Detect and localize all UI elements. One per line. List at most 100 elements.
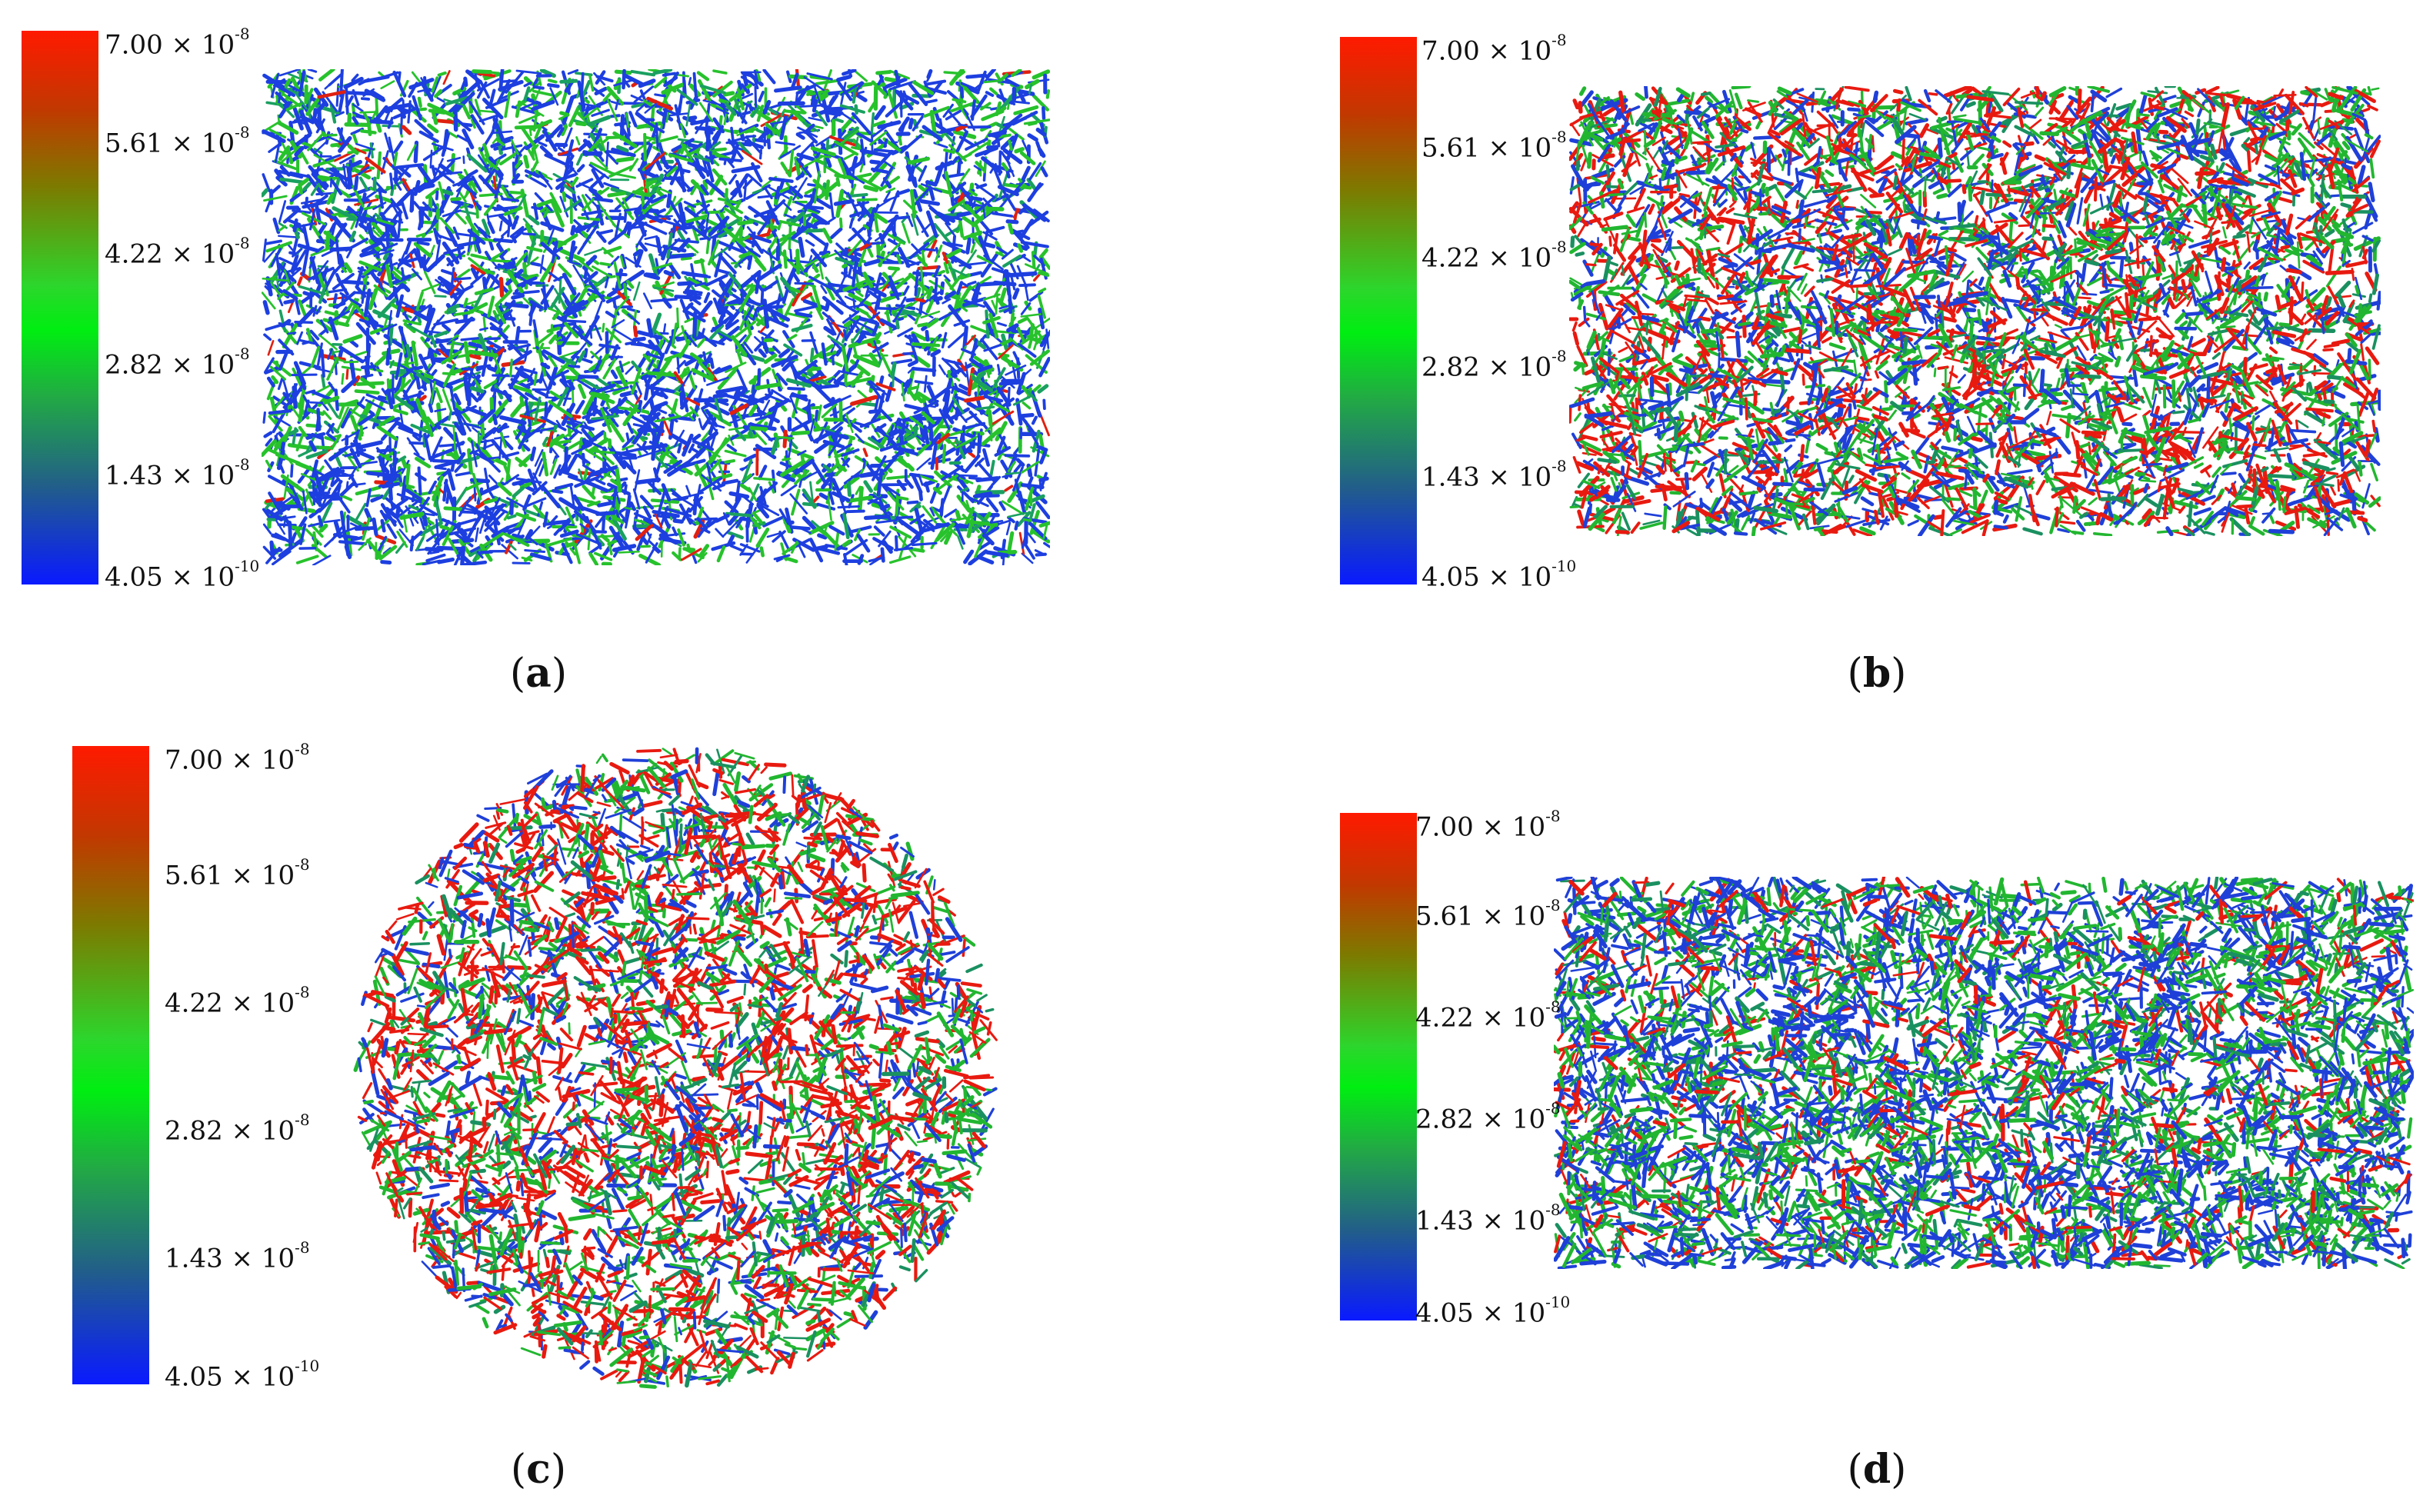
pore-throat-segment [358, 537, 372, 551]
pore-throat-segment [771, 186, 790, 196]
pore-throat-segment [623, 211, 628, 223]
pore-throat-segment [677, 528, 685, 547]
pore-throat-segment [463, 375, 470, 401]
pore-throat-segment [325, 422, 335, 435]
pore-throat-segment [768, 398, 790, 412]
pore-throat-segment [685, 485, 692, 498]
pore-throat-segment [588, 290, 605, 302]
pore-throat-segment [910, 523, 928, 543]
pore-throat-segment [581, 194, 592, 212]
pore-throat-segment [378, 71, 399, 80]
pore-throat-segment [875, 506, 892, 523]
pore-throat-segment [517, 276, 538, 288]
pore-throat-segment [728, 491, 750, 499]
pore-throat-segment [925, 299, 935, 314]
pore-throat-segment [282, 377, 289, 397]
pore-throat-segment [872, 341, 889, 354]
pore-throat-segment [491, 525, 510, 538]
pore-throat-segment [591, 85, 605, 97]
pore-throat-segment [532, 75, 541, 88]
pore-throat-segment [709, 324, 725, 340]
pore-throat-segment [994, 122, 1007, 130]
pore-throat-segment [605, 150, 619, 165]
pore-throat-segment [327, 135, 342, 144]
pore-throat-segment [972, 520, 998, 527]
pore-throat-segment [295, 432, 305, 451]
pore-throat-segment [742, 495, 755, 506]
pore-throat-segment [667, 461, 690, 477]
pore-throat-segment [431, 165, 437, 177]
pore-throat-segment [482, 98, 504, 120]
pore-throat-segment [965, 335, 977, 345]
pore-throat-segment [277, 114, 281, 123]
pore-throat-segment [664, 462, 686, 474]
pore-throat-segment [650, 498, 680, 505]
pore-throat-segment [264, 366, 279, 375]
pore-throat-segment [791, 224, 810, 240]
pore-throat-segment [635, 381, 642, 395]
pore-throat-segment [296, 331, 304, 345]
pore-throat-segment [922, 248, 936, 251]
pore-throat-segment [722, 511, 730, 525]
pore-throat-segment [508, 383, 529, 401]
pore-throat-segment [415, 398, 427, 423]
pore-throat-segment [706, 376, 729, 386]
pore-throat-segment [758, 297, 785, 311]
pore-throat-segment [386, 388, 394, 410]
pore-throat-segment [712, 147, 728, 152]
pore-throat-segment [718, 241, 745, 254]
pore-throat-segment [335, 83, 340, 107]
pore-throat-segment [755, 270, 762, 295]
pore-throat-segment [470, 114, 485, 135]
pore-throat-segment [991, 299, 998, 311]
pore-throat-segment [772, 530, 786, 543]
pore-throat-segment [644, 102, 657, 114]
pore-throat-segment [322, 410, 332, 420]
pore-throat-segment [467, 448, 473, 475]
pore-throat-segment [947, 241, 963, 248]
pore-throat-segment [478, 192, 503, 198]
pore-throat-segment [352, 103, 364, 112]
pore-throat-segment [453, 393, 462, 405]
pore-throat-segment [836, 443, 853, 454]
pore-throat-segment [523, 82, 532, 88]
pore-throat-segment [1006, 179, 1026, 201]
pore-throat-segment [558, 263, 572, 278]
pore-throat-segment [401, 458, 408, 469]
pore-throat-segment [282, 391, 293, 405]
pore-throat-segment [538, 141, 548, 147]
pore-throat-segment [416, 240, 430, 246]
pore-throat-segment [398, 175, 409, 192]
pore-throat-segment [488, 88, 496, 109]
pore-throat-segment [419, 256, 428, 272]
pore-throat-segment [855, 485, 862, 495]
pore-throat-segment [957, 155, 963, 165]
pore-throat-segment [408, 530, 423, 544]
pore-throat-segment [672, 223, 676, 238]
pore-throat-segment [880, 214, 899, 241]
pore-throat-segment [480, 439, 492, 444]
pore-throat-segment [278, 101, 292, 118]
pore-throat-segment [1006, 323, 1019, 333]
pore-throat-segment [818, 262, 824, 280]
pore-throat-segment [475, 527, 479, 543]
pore-throat-segment [712, 289, 722, 298]
pore-throat-segment [966, 518, 975, 538]
pore-throat-segment [558, 520, 572, 532]
pore-throat-segment [998, 172, 1009, 198]
pore-throat-segment [681, 271, 708, 278]
pore-throat-segment [422, 201, 432, 211]
pore-throat-segment [382, 457, 386, 481]
pore-throat-segment [846, 171, 865, 185]
pore-throat-segment [712, 80, 733, 98]
pore-throat-segment [429, 550, 440, 555]
pore-throat-segment [728, 496, 742, 516]
pore-throat-segment [960, 82, 978, 92]
pore-throat-segment [735, 180, 743, 198]
pore-throat-segment [742, 150, 763, 165]
pore-throat-segment [682, 547, 696, 552]
pore-throat-segment [430, 381, 436, 406]
pore-throat-segment [562, 272, 577, 296]
pore-throat-segment [478, 114, 498, 123]
pore-throat-segment [964, 413, 978, 422]
